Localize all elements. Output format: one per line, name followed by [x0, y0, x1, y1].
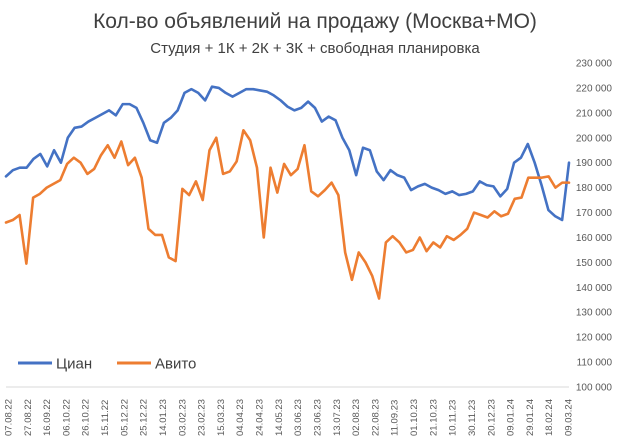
- legend-label-1: Циан: [56, 356, 92, 373]
- x-tick-label: 18.02.24: [544, 399, 555, 436]
- axes: 100 000 110 000 120 000 130 000 140 000 150 0…: [4, 59, 613, 437]
- x-tick-label: 22.08.23: [370, 399, 381, 436]
- x-tick-label: 14.01.23: [158, 399, 169, 436]
- y-tick-label: 230 000: [576, 59, 613, 70]
- x-tick-label: 23.06.23: [312, 399, 323, 436]
- x-tick-label: 02.08.23: [351, 399, 362, 436]
- x-tick-label: 21.10.23: [428, 399, 439, 436]
- series-line-1: [4, 85, 571, 222]
- legend-label-2: Авито: [155, 356, 196, 373]
- x-tick-label: 13.07.23: [332, 399, 343, 436]
- series-lines: [4, 85, 571, 300]
- y-tick-label: 110 000: [577, 358, 613, 369]
- x-tick-label: 24.04.23: [255, 399, 266, 436]
- x-tick-label: 30.11.23: [467, 400, 478, 436]
- chart-title: Кол-во объявлений на продажу (Москва+МО): [93, 10, 537, 33]
- y-tick-label: 210 000: [576, 108, 613, 119]
- y-tick-label: 100 000: [576, 383, 613, 394]
- x-tick-label: 07.08.22: [4, 399, 15, 436]
- y-tick-label: 120 000: [576, 333, 613, 344]
- y-tick-label: 140 000: [576, 283, 613, 294]
- y-tick-label: 180 000: [576, 183, 613, 194]
- x-tick-label: 14.05.23: [274, 399, 285, 436]
- y-tick-label: 200 000: [576, 133, 613, 144]
- x-tick-label: 01.10.23: [409, 399, 420, 436]
- x-tick-label: 20.12.23: [486, 399, 497, 436]
- x-tick-label: 10.11.23: [448, 400, 459, 436]
- x-tick-label: 26.10.22: [81, 399, 92, 436]
- x-tick-label: 03.02.23: [177, 399, 188, 436]
- y-tick-label: 160 000: [576, 233, 613, 244]
- series-line-2: [4, 128, 571, 300]
- chart-subtitle: Студия + 1К + 2К + 3К + свободная планир…: [150, 40, 480, 57]
- x-tick-label: 06.10.22: [61, 399, 72, 436]
- x-tick-label: 05.12.22: [119, 399, 130, 436]
- legend: Циан Авито: [18, 356, 196, 373]
- x-tick-label: 23.02.23: [197, 399, 208, 436]
- x-tick-label: 25.12.22: [139, 399, 150, 436]
- y-tick-label: 150 000: [576, 258, 613, 269]
- x-tick-label: 29.01.24: [525, 399, 536, 436]
- x-tick-label: 15.11.22: [100, 400, 111, 436]
- x-tick-label: 09.01.24: [506, 399, 517, 436]
- x-tick-label: 04.04.23: [235, 399, 246, 436]
- x-tick-label: 27.08.22: [23, 399, 34, 436]
- y-tick-label: 170 000: [576, 208, 613, 219]
- y-tick-label: 130 000: [576, 308, 613, 319]
- x-tick-label: 11.09.23: [390, 400, 401, 436]
- x-tick-label: 09.03.24: [564, 399, 575, 436]
- y-tick-label: 190 000: [576, 158, 613, 169]
- x-tick-label: 03.06.23: [293, 399, 304, 436]
- y-tick-label: 220 000: [576, 83, 613, 94]
- x-tick-label: 15.03.23: [216, 399, 227, 436]
- x-tick-label: 16.09.22: [42, 399, 53, 436]
